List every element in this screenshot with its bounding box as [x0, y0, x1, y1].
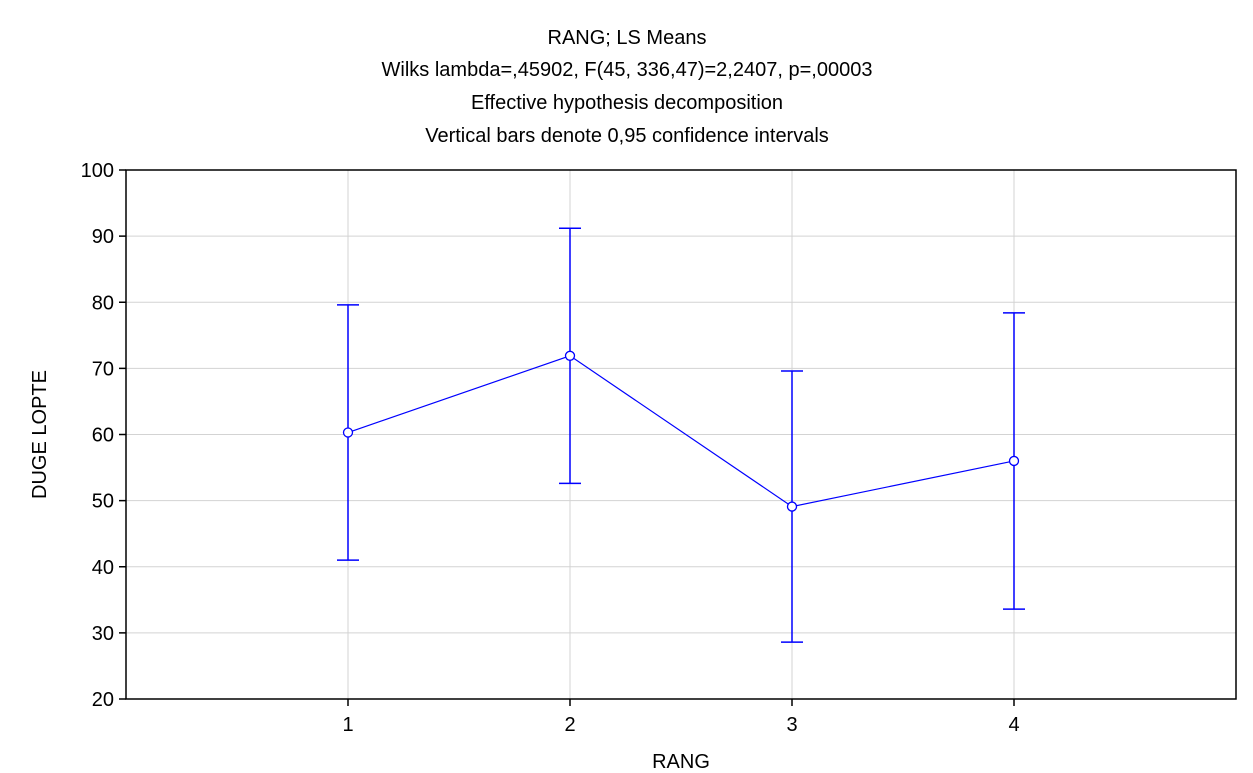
y-tick-label: 100 — [81, 160, 114, 182]
x-tick-label: 4 — [1008, 714, 1019, 736]
error-bars — [337, 227, 1025, 643]
mean-line — [347, 355, 1015, 508]
y-tick-label: 50 — [92, 491, 114, 513]
title-line-3: Effective hypothesis decomposition — [471, 92, 783, 114]
x-tick-label: 3 — [786, 714, 797, 736]
x-tick-label: 1 — [342, 714, 353, 736]
y-tick-label: 60 — [92, 425, 114, 447]
y-axis-label: DUGE LOPTE — [29, 370, 51, 499]
data-point — [786, 501, 798, 512]
title-line-1: RANG; LS Means — [548, 27, 707, 49]
y-tick-label: 80 — [92, 292, 114, 314]
title-line-4: Vertical bars denote 0,95 confidence int… — [425, 125, 829, 147]
x-tick-label: 2 — [564, 714, 575, 736]
x-axis-ticks: 1 2 3 4 — [342, 699, 1020, 736]
series-line — [342, 350, 1020, 512]
y-tick-label: 20 — [92, 689, 114, 711]
y-tick-label: 40 — [92, 557, 114, 579]
chart-title: RANG; LS Means Wilks lambda=,45902, F(45… — [382, 27, 873, 147]
y-tick-label: 70 — [92, 358, 114, 380]
y-tick-label: 30 — [92, 623, 114, 645]
y-tick-label: 90 — [92, 226, 114, 248]
data-point — [564, 350, 576, 361]
data-point — [1008, 455, 1020, 467]
y-axis-ticks: 20 30 40 50 60 70 80 90 100 — [81, 160, 126, 711]
x-axis-label: RANG — [652, 751, 710, 773]
title-line-2: Wilks lambda=,45902, F(45, 336,47)=2,240… — [382, 59, 873, 81]
grid — [126, 170, 1236, 699]
data-point — [342, 427, 354, 438]
